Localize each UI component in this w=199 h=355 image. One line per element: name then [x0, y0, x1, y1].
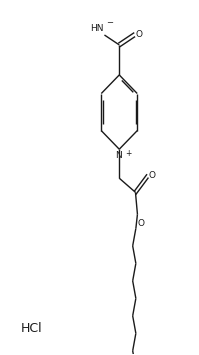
- Text: O: O: [138, 219, 145, 228]
- Text: HN: HN: [90, 24, 103, 33]
- Text: −: −: [106, 18, 113, 27]
- Text: N: N: [115, 151, 122, 160]
- Text: +: +: [125, 148, 132, 158]
- Text: O: O: [148, 171, 155, 180]
- Text: HCl: HCl: [20, 322, 42, 335]
- Text: O: O: [136, 30, 143, 39]
